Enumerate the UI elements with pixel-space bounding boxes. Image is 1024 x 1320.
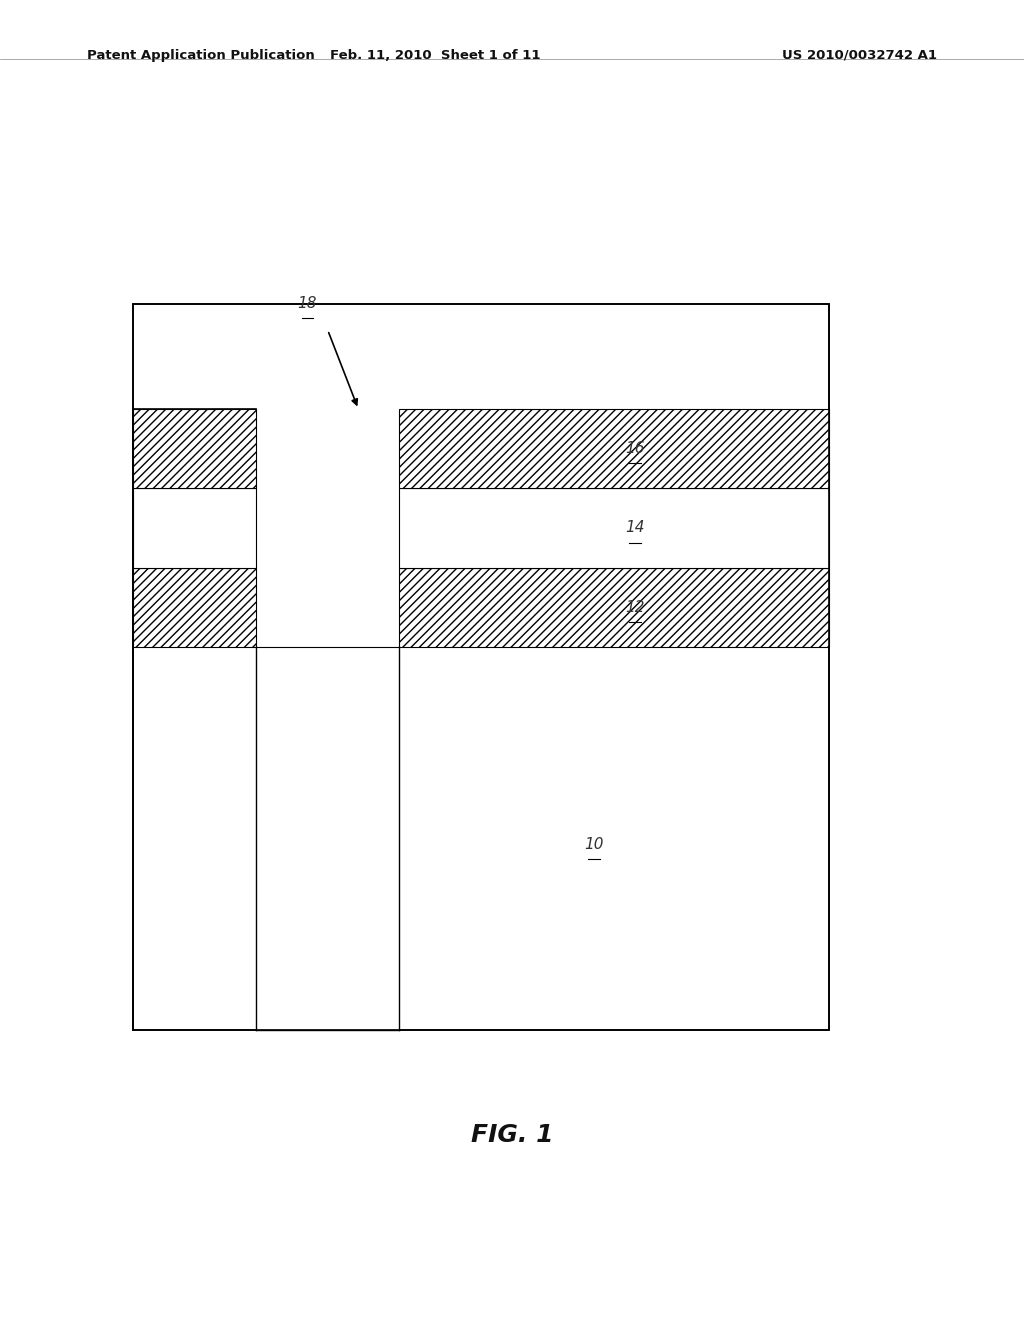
Bar — [133, 304, 829, 1030]
Bar — [133, 304, 829, 1030]
Bar — [399, 488, 829, 568]
Bar — [399, 568, 829, 647]
Text: 16: 16 — [625, 441, 645, 457]
Text: Feb. 11, 2010  Sheet 1 of 11: Feb. 11, 2010 Sheet 1 of 11 — [330, 49, 541, 62]
Text: 18: 18 — [297, 296, 317, 312]
Text: 10: 10 — [584, 837, 604, 853]
Text: 14: 14 — [625, 520, 645, 536]
Text: US 2010/0032742 A1: US 2010/0032742 A1 — [782, 49, 937, 62]
Bar — [133, 488, 256, 568]
Text: FIG. 1: FIG. 1 — [471, 1123, 553, 1147]
Text: Patent Application Publication: Patent Application Publication — [87, 49, 314, 62]
Bar — [256, 647, 399, 1030]
Text: 12: 12 — [625, 599, 645, 615]
Bar — [399, 409, 829, 488]
Bar — [133, 568, 256, 647]
Bar — [133, 409, 256, 488]
